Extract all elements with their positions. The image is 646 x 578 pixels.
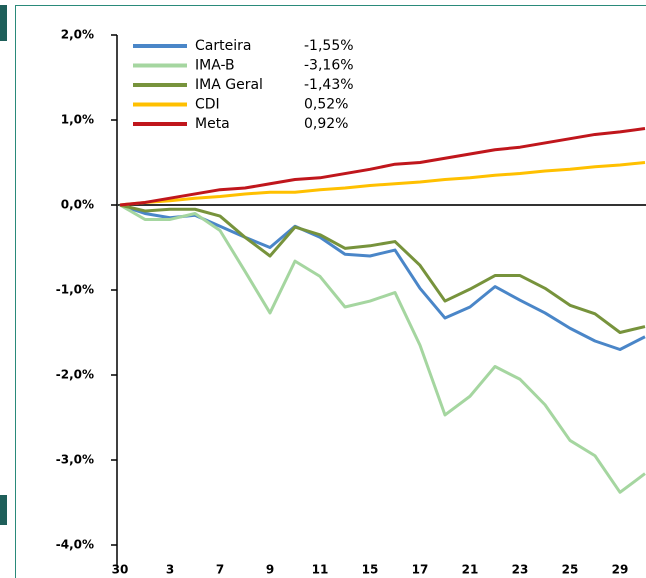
series-line (119, 127, 646, 207)
y-tick-label: -4,0% (56, 538, 94, 552)
x-tick-label: 23 (512, 563, 529, 577)
legend-value: -1,55% (304, 38, 354, 54)
series-line (119, 203, 646, 334)
series-line (119, 203, 646, 494)
x-tick-label: 7 (216, 563, 224, 577)
legend-value: 0,52% (304, 97, 348, 113)
y-tick-label: 0,0% (61, 198, 94, 212)
x-tick-label: 30 (112, 563, 129, 577)
legend-label: Meta (195, 116, 230, 132)
legend-label: Carteira (195, 38, 251, 54)
legend-label: IMA-B (195, 58, 235, 74)
x-tick-label: 9 (266, 563, 274, 577)
legend-label: CDI (195, 97, 220, 113)
edge-mark (0, 5, 7, 41)
legend-value: 0,92% (304, 116, 348, 132)
y-tick-label: 2,0% (61, 28, 94, 42)
x-tick-label: 3 (166, 563, 174, 577)
y-tick-label: -1,0% (56, 283, 94, 297)
series-line (119, 203, 646, 351)
legend-value: -1,43% (304, 77, 354, 93)
y-tick-label: -2,0% (56, 368, 94, 382)
x-tick-label: 21 (462, 563, 479, 577)
legend-value: -3,16% (304, 58, 354, 74)
edge-mark (0, 495, 7, 525)
series-line (119, 161, 646, 207)
frame (15, 5, 646, 578)
legend-label: IMA Geral (195, 77, 263, 93)
x-tick-label: 11 (312, 563, 329, 577)
x-tick-label: 25 (562, 563, 579, 577)
y-tick-label: 1,0% (61, 113, 94, 127)
x-tick-label: 29 (612, 563, 629, 577)
x-tick-label: 15 (362, 563, 379, 577)
y-tick-label: -3,0% (56, 453, 94, 467)
x-tick-label: 17 (412, 563, 429, 577)
